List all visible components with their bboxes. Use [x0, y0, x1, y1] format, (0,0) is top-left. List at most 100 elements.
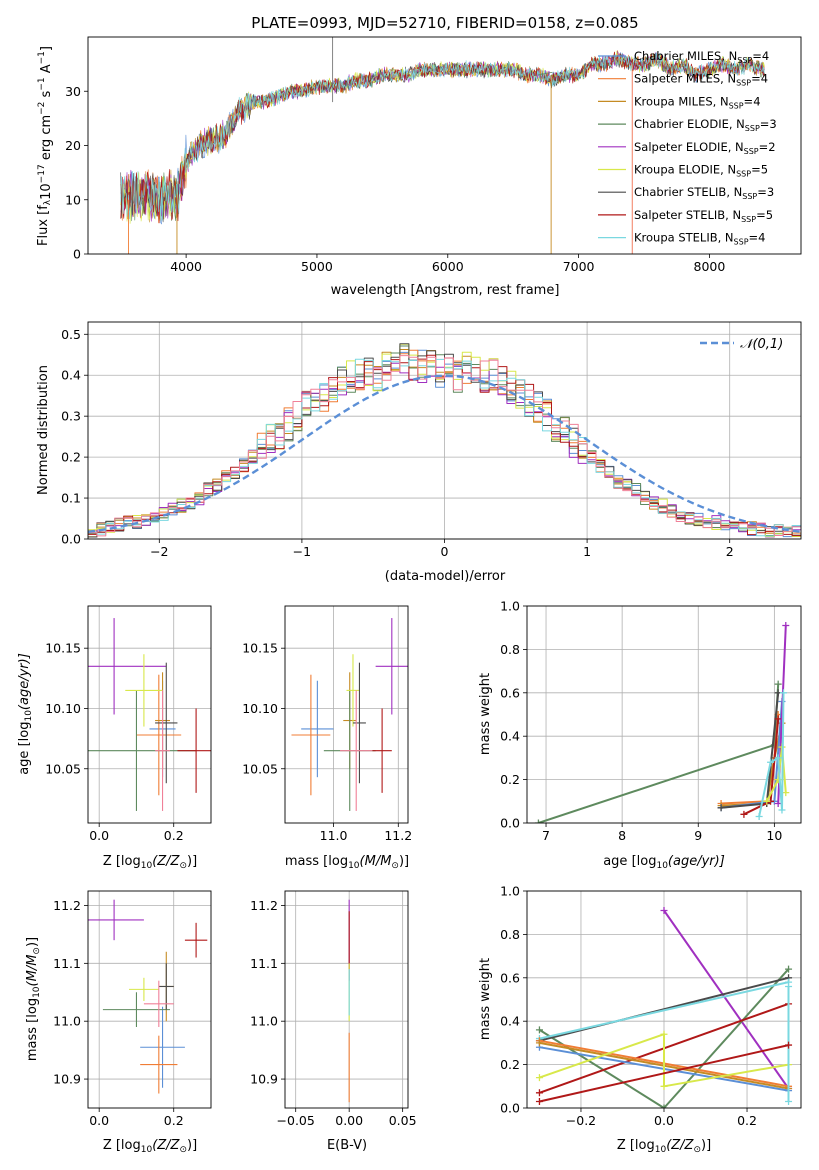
axes-frame	[526, 890, 802, 1109]
plot-area	[88, 618, 211, 811]
weight-line	[765, 746, 787, 802]
x-axis-label: Z [log10(Z/Z⊙)]	[617, 1138, 711, 1155]
label-part: mass [log	[25, 998, 40, 1061]
x-tick-label: 6000	[432, 259, 464, 274]
y-tick-label: 10.10	[242, 701, 278, 716]
weight-line	[539, 981, 789, 1040]
weight-marker	[660, 1104, 668, 1108]
y-tick-label: 0.2	[61, 450, 81, 465]
y-tick-label: 0.4	[500, 1014, 520, 1029]
y-axis-label: mass weight	[478, 958, 493, 1040]
y-tick-label: 0.2	[500, 772, 520, 787]
legend-label: Kroupa STELIB, NSSP=4	[634, 231, 766, 247]
axes-weight_vs_age: 7 8 9 10 0.0 0.2 0.4 0.6 0.8 1.0	[500, 599, 802, 843]
axes-weight_vs_Z: −0.2 0.0 0.2 0.0 0.2 0.4 0.6 0.8 1.0	[500, 884, 802, 1128]
weight-marker	[782, 622, 790, 630]
weight-marker	[785, 965, 793, 973]
label-part: erg cm	[39, 115, 54, 164]
label-part: A	[39, 64, 54, 77]
y-tick-label: 0.4	[61, 368, 81, 383]
label-part: 3	[767, 185, 774, 199]
y-tick-label: 0.2	[500, 1057, 520, 1072]
weight-marker	[535, 1089, 543, 1097]
y-axis-label: mass weight	[478, 673, 493, 755]
label-part: age [log	[17, 722, 32, 775]
plot-area	[88, 899, 208, 1094]
weight-marker	[785, 1041, 793, 1049]
y-tick-label: 0.0	[500, 816, 520, 831]
weight-marker	[774, 715, 782, 723]
legend-label: Chabrier ELODIE, NSSP=3	[634, 117, 777, 133]
weight-line	[539, 976, 789, 1042]
spectrum-line	[120, 53, 765, 221]
weight-line	[663, 909, 790, 1090]
label-part: s	[39, 90, 54, 101]
weight-marker	[785, 982, 793, 990]
y-tick-label: 0.3	[61, 409, 81, 424]
y-tick-label: 0.6	[500, 685, 520, 700]
legend-label: 𝒩(0,1)	[740, 337, 783, 352]
x-tick-label: 0.0	[89, 828, 109, 843]
legend-label: Chabrier MILES, NSSP=4	[634, 49, 769, 65]
x-axis-label: Z [log10(Z/Z⊙)]	[103, 1138, 197, 1155]
weight-marker	[782, 789, 790, 797]
label-part: Kroupa ELODIE	[634, 163, 720, 177]
weight-marker	[740, 810, 748, 818]
weight-marker	[660, 1082, 668, 1090]
label-part: 5	[761, 163, 768, 177]
label-part: 4	[753, 94, 760, 108]
y-axis-label: Flux [fλ10−17 erg cm−2 s−1 A−1]	[36, 46, 54, 246]
y-tick-label: 10.15	[242, 641, 278, 656]
label-part: 10	[348, 861, 360, 871]
axes-frame	[526, 605, 802, 824]
y-tick-label: 11.0	[250, 1014, 278, 1029]
y-tick-label: 10	[65, 192, 81, 207]
y-tick-label: 1.0	[500, 599, 520, 614]
label-part: mass [log	[285, 854, 348, 869]
weight-marker	[785, 1097, 793, 1105]
y-tick-label: 10.10	[45, 701, 81, 716]
label-part: Chabrier ELODIE	[634, 117, 729, 131]
weight-marker	[535, 1026, 543, 1034]
legend-label: Salpeter MILES, NSSP=4	[634, 72, 768, 88]
y-tick-label: 11.2	[53, 898, 81, 913]
axes-mass_vs_Z: 0.0 0.2 10.9 11.0 11.1 11.2	[53, 890, 212, 1128]
label-part: Kroupa MILES	[634, 94, 713, 108]
plot-area	[291, 618, 408, 811]
x-tick-label: 1	[583, 544, 591, 559]
label-part: Z [log	[103, 1138, 141, 1153]
legend-label: Salpeter ELODIE, NSSP=2	[634, 140, 776, 156]
legend: Chabrier MILES, NSSP=4 Salpeter MILES, NS…	[598, 49, 777, 247]
axes-frame	[87, 36, 802, 255]
legend-label: Chabrier STELIB, NSSP=3	[634, 185, 774, 201]
label-part: Salpeter MILES	[634, 72, 720, 86]
x-axis-label: Z [log10(Z/Z⊙)]	[103, 854, 197, 871]
x-tick-label: 2	[726, 544, 734, 559]
weight-marker	[774, 754, 782, 762]
y-tick-label: 0.6	[500, 970, 520, 985]
label-part: (M/M	[360, 854, 392, 869]
weight-marker	[535, 1074, 543, 1082]
plot-area	[535, 907, 793, 1108]
x-axis-label: E(B-V)	[327, 1138, 367, 1153]
y-tick-label: 0	[73, 247, 81, 262]
y-tick-label: 1.0	[500, 884, 520, 899]
x-tick-label: 0.00	[335, 1113, 363, 1128]
label-part: Z [log	[617, 1138, 655, 1153]
plot-area	[534, 622, 790, 823]
y-tick-label: 10.15	[45, 641, 81, 656]
label-part: 10	[141, 1145, 153, 1155]
y-tick-label: 0.5	[61, 327, 81, 342]
x-axis-label: (data-model)/error	[385, 569, 506, 584]
weight-marker	[755, 812, 763, 820]
axes-age_vs_Z: 0.0 0.2 10.05 10.10 10.15	[45, 605, 212, 843]
weight-marker	[767, 758, 775, 766]
x-tick-label: 0	[441, 544, 449, 559]
label-part: 3	[769, 117, 776, 131]
y-tick-label: 11.2	[250, 898, 278, 913]
label-part: Salpeter ELODIE	[634, 140, 728, 154]
x-tick-label: 0.2	[164, 828, 184, 843]
plot-area	[120, 37, 765, 254]
x-axis-label: wavelength [Angstrom, rest frame]	[331, 283, 560, 298]
y-tick-label: 20	[65, 138, 81, 153]
